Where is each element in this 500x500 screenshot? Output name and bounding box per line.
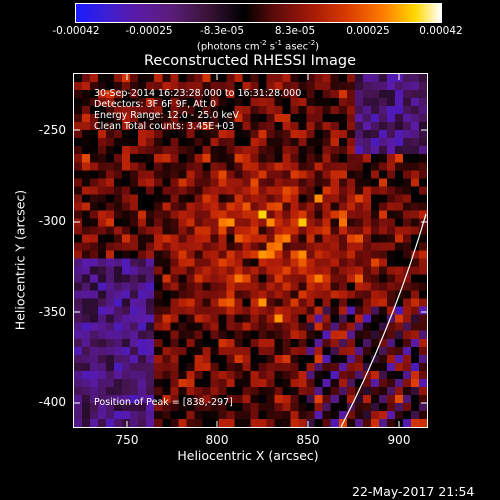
heatmap-image: [74, 74, 427, 427]
limb-overlay: [74, 74, 427, 427]
y-tick-label: -400: [38, 395, 66, 409]
annotation-peak: Position of Peak = [838,-297]: [94, 397, 233, 408]
colorbar-tick-label: -0.00042: [52, 25, 100, 37]
x-tick-label: 750: [115, 433, 139, 447]
colorbar-tick-label: -8.3e-05: [199, 25, 245, 37]
image-plot: 30-Sep-2014 16:23:28.000 to 16:31:28.000…: [73, 73, 428, 428]
plot-title: Reconstructed RHESSI Image: [143, 53, 357, 69]
colorbar: [75, 3, 442, 23]
x-tick-label: 850: [296, 433, 320, 447]
solar-limb-curve: [340, 213, 427, 427]
timestamp: 22-May-2017 21:54: [352, 484, 475, 499]
colorbar-units: (photons cm-2 s-1 asec-2): [196, 39, 320, 53]
colorbar-tick-label: -0.00025: [125, 25, 173, 37]
y-tick-label: -250: [38, 123, 66, 137]
annotation-time: 30-Sep-2014 16:23:28.000 to 16:31:28.000: [94, 88, 302, 99]
colorbar-tick-label: 0.00042: [419, 25, 463, 37]
y-axis-label: Heliocentric Y (arcsec): [12, 189, 28, 331]
annotation-energy: Energy Range: 12.0 - 25.0 keV: [94, 110, 239, 121]
x-tick-label: 900: [387, 433, 411, 447]
annotation-clean: Clean Total counts: 3.45E+03: [94, 121, 235, 132]
y-tick-label: -350: [38, 305, 66, 319]
x-axis-label: Heliocentric X (arcsec): [177, 448, 319, 463]
annotation-detectors: Detectors: 3F 6F 9F, Att 0: [94, 99, 217, 110]
x-tick-label: 800: [205, 433, 229, 447]
colorbar-tick-label: 8.3e-05: [274, 25, 316, 37]
y-tick-label: -300: [38, 214, 66, 228]
colorbar-tick-label: 0.00025: [346, 25, 390, 37]
